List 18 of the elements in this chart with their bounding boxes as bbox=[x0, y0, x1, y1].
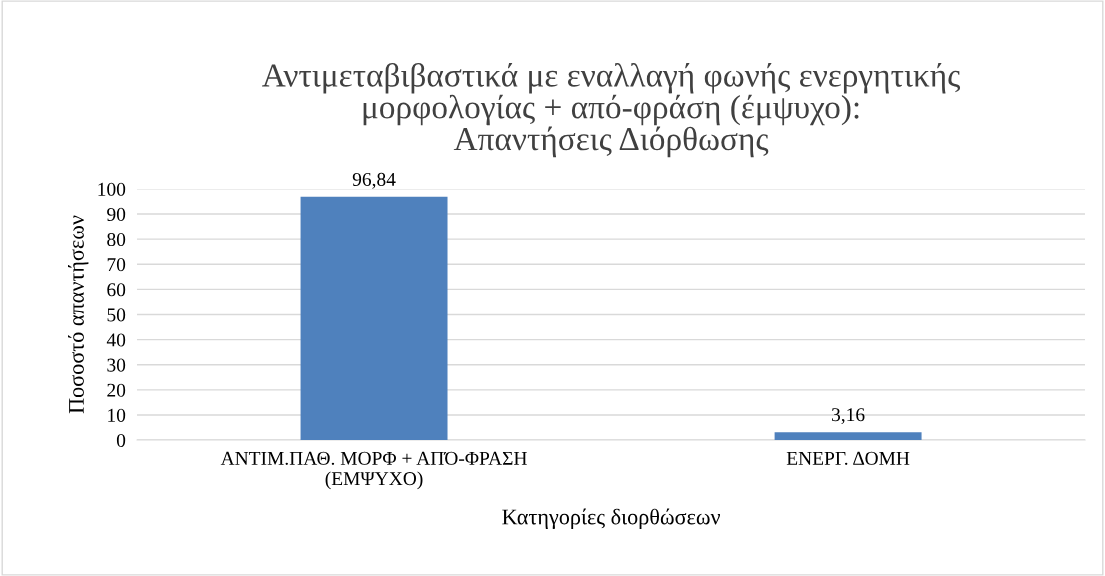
y-tick-label: 30 bbox=[107, 358, 126, 372]
y-axis-title: Ποσοστό απαντήσεων bbox=[68, 215, 89, 414]
chart-title: Αντιμεταβιβαστικά με εναλλαγή φωνής ενεργητικής μορφολογίας + από-φράση (έμψυχο): Απαντήσεις Διόρθωσης bbox=[262, 62, 961, 158]
y-tick-label: 80 bbox=[107, 232, 126, 247]
y-tick-label: 90 bbox=[107, 207, 126, 221]
y-tick-label: 20 bbox=[107, 383, 126, 397]
x-axis-title: Κατηγορίες διορθώσεων bbox=[502, 508, 721, 529]
y-tick-label: 50 bbox=[107, 308, 126, 322]
y-tick-label: 70 bbox=[107, 258, 126, 272]
y-tick-label: 10 bbox=[108, 408, 126, 422]
x-tick-label: ΕΝΕΡΓ. ΔΟΜΗ bbox=[786, 451, 910, 465]
x-tick-label: ΑΝΤΙΜ.ΠΑΘ. ΜΟΡΦ + ΑΠΌ-ΦΡΑΣΗ (ΕΜΨΥΧΟ) bbox=[220, 451, 527, 490]
data-label: 96,84 bbox=[352, 172, 396, 189]
y-tick-label: 60 bbox=[107, 283, 126, 297]
y-tick-label: 40 bbox=[106, 333, 126, 347]
y-tick-label: 0 bbox=[116, 433, 126, 447]
data-label: 3,16 bbox=[832, 408, 865, 425]
y-tick-label: 100 bbox=[98, 182, 126, 196]
